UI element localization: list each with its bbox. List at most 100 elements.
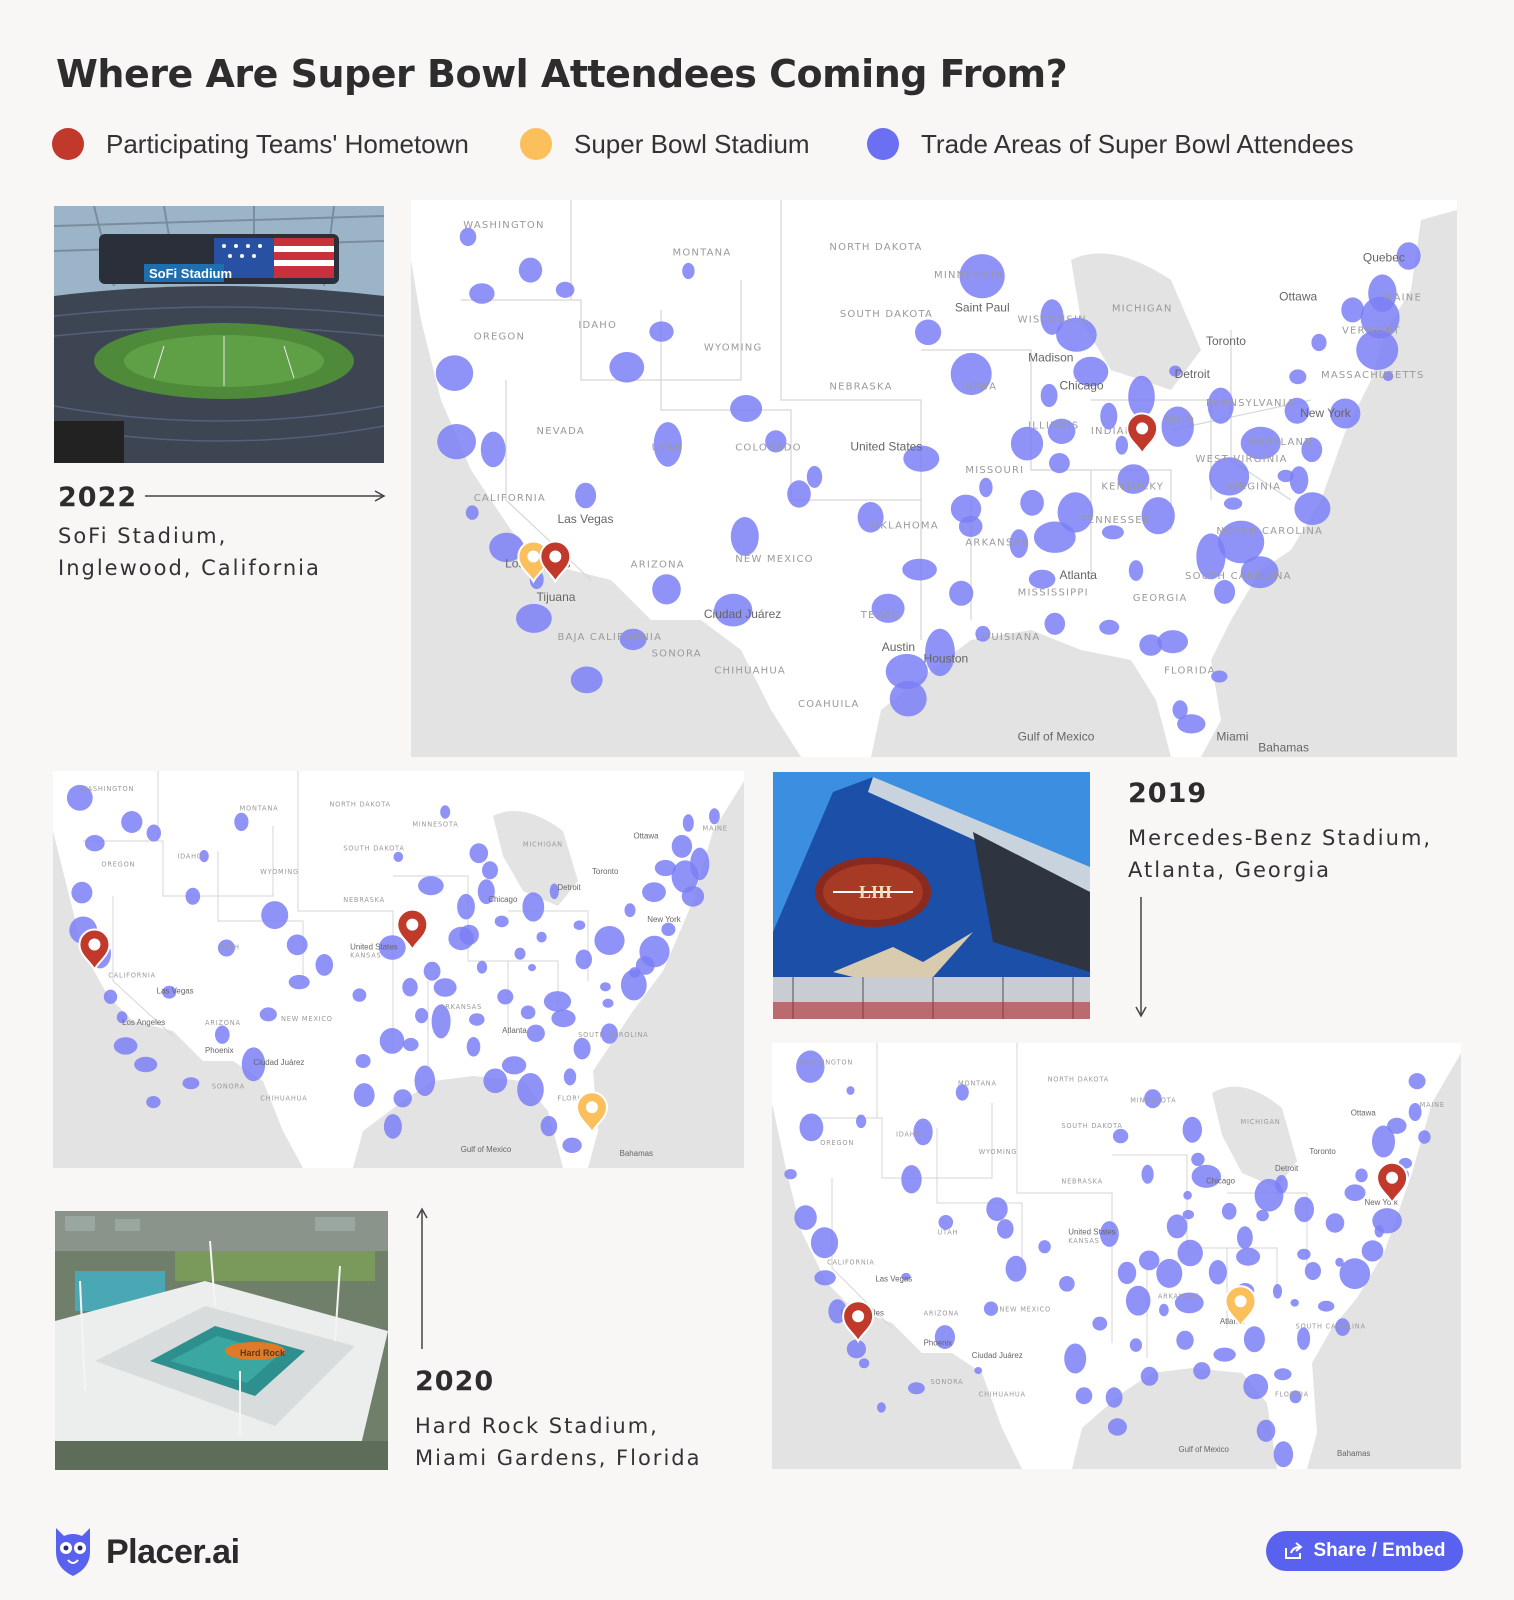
map-state-label: MONTANA [673, 248, 732, 259]
trade-area-blob [1182, 1116, 1202, 1143]
trade-area-blob [620, 969, 647, 1001]
trade-area-blob [975, 625, 991, 642]
map-state-label: OREGON [820, 1139, 854, 1147]
trade-area-blob [934, 1325, 955, 1350]
trade-area-blob [1101, 525, 1124, 540]
team-hometown-pin-icon[interactable] [78, 928, 111, 972]
map-place-label: Ottawa [1279, 289, 1317, 303]
map-state-label: SOUTH DAKOTA [1061, 1122, 1122, 1130]
share-embed-button[interactable]: Share / Embed [1266, 1531, 1463, 1571]
map-state-label: BAJA CALIFORNIA [557, 632, 662, 643]
trade-area-blob [469, 843, 489, 864]
map-state-label: NORTH DAKOTA [329, 801, 390, 809]
trade-area-blob [1166, 1214, 1188, 1239]
trade-area-blob [979, 477, 993, 498]
map-state-label: SOUTH CAROLINA [578, 1031, 648, 1039]
map-place-label: Bahamas [1258, 740, 1309, 754]
trade-area-blob [1156, 1258, 1183, 1288]
trade-area-blob [1182, 1209, 1194, 1220]
map-state-label: IDAHO [578, 320, 617, 331]
trade-area-blob [828, 1299, 847, 1324]
trade-area-blob [199, 850, 209, 863]
trade-area-blob [1335, 1318, 1350, 1336]
trade-area-blob [1139, 634, 1163, 656]
map-place-label: Los Angeles [122, 1018, 165, 1027]
trade-area-blob [520, 1005, 536, 1020]
trade-area-blob [624, 903, 636, 918]
map-place-label: New York [1300, 406, 1352, 420]
trade-area-blob [602, 998, 614, 1008]
map-place-label: Bahamas [620, 1149, 653, 1158]
trade-area-blob [1294, 1196, 1314, 1223]
map-place-label: Chicago [1060, 378, 1104, 392]
trade-area-blob [476, 960, 488, 974]
team-hometown-pin-icon[interactable] [1126, 412, 1159, 456]
trade-area-blob [1099, 619, 1120, 635]
trade-area-blob [1297, 1248, 1311, 1260]
trade-area-blob [846, 1339, 866, 1359]
map-place-label: Las Vegas [875, 1275, 912, 1284]
trade-area-blob [1339, 1258, 1371, 1290]
trade-area-blob [1010, 426, 1044, 461]
map-state-label: INDIANA [1091, 426, 1142, 437]
trade-area-blob [1240, 556, 1279, 589]
trade-area-blob [536, 931, 547, 943]
trade-area-blob [355, 1054, 371, 1068]
map-state-label: WYOMING [979, 1148, 1018, 1156]
trade-area-blob [806, 465, 823, 488]
trade-area-blob [915, 319, 942, 346]
trade-area-blob [983, 1301, 999, 1316]
map-place-label: Saint Paul [955, 300, 1010, 314]
trade-area-blob [1191, 1164, 1221, 1188]
trade-area-blob [1040, 383, 1058, 408]
trade-area-blob [517, 1073, 544, 1107]
map-place-label: Detroit [1175, 367, 1211, 381]
trade-area-blob [315, 954, 334, 976]
team-hometown-pin-icon[interactable] [539, 540, 572, 584]
stadium-pin-icon[interactable] [575, 1091, 608, 1135]
trade-area-blob [489, 532, 524, 563]
trade-area-blob [1408, 1103, 1422, 1121]
team-hometown-pin-icon[interactable] [842, 1300, 875, 1344]
arrow-right-icon [145, 490, 386, 502]
trade-area-blob [913, 1118, 933, 1146]
map-state-label: WASHINGTON [463, 220, 544, 231]
map-state-label: FLORIDA [1164, 665, 1216, 676]
trade-area-blob [116, 1011, 128, 1024]
map-state-label: ARKANSAS [1158, 1293, 1200, 1301]
map-state-label: NEW MEXICO [735, 554, 813, 565]
team-hometown-pin-icon[interactable] [396, 908, 429, 952]
trade-area-blob [1372, 1125, 1395, 1158]
trade-area-blob [403, 1037, 419, 1052]
trade-area-blob [600, 982, 611, 992]
trade-area-blob [885, 653, 928, 690]
trade-area-blob [480, 431, 506, 468]
trade-area-blob [950, 352, 992, 396]
trade-area-blob [1289, 369, 1307, 385]
map-state-label: CALIFORNIA [108, 971, 156, 979]
trade-area-blob [1274, 1368, 1292, 1381]
trade-area-blob [1318, 1300, 1335, 1312]
map-place-label: Atlanta [502, 1026, 527, 1035]
stadium-pin-icon[interactable] [1224, 1285, 1257, 1329]
map-state-label: NORTH DAKOTA [1048, 1075, 1109, 1083]
owl-logo-icon [56, 1528, 90, 1576]
trade-area-blob [1289, 1390, 1302, 1404]
photo-logo-text: Hard Rock [240, 1348, 286, 1358]
map-state-label: CHIHUAHUA [979, 1391, 1026, 1399]
map-place-label: Madison [1028, 351, 1073, 365]
map-state-label: MINNESOTA [412, 821, 458, 829]
placer-logo[interactable]: Placer.ai [52, 1524, 240, 1580]
map-state-label: NEW MEXICO [281, 1015, 333, 1023]
trade-area-blob [286, 934, 308, 956]
trade-area-blob [573, 1037, 591, 1060]
map-place-label: United States [850, 440, 922, 454]
trade-area-blob [1056, 317, 1097, 352]
trade-area-blob [1140, 1366, 1159, 1386]
trade-area-blob [730, 395, 763, 422]
trade-area-blob [469, 1013, 485, 1026]
team-hometown-pin-icon[interactable] [1376, 1161, 1409, 1205]
arrow-down-icon [1135, 897, 1147, 1018]
trade-area-blob [1105, 1387, 1123, 1408]
map-state-label: MONTANA [240, 805, 279, 813]
